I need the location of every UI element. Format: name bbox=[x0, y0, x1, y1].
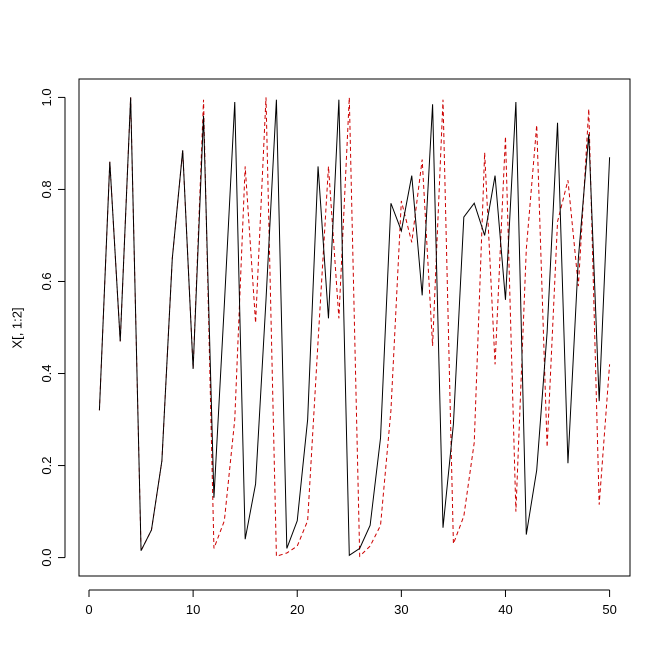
x-tick-label: 30 bbox=[394, 602, 408, 617]
x-tick-label: 10 bbox=[186, 602, 200, 617]
y-axis-label: X[, 1:2] bbox=[9, 307, 24, 348]
y-tick-label: 0.0 bbox=[39, 549, 54, 567]
y-tick-label: 0.2 bbox=[39, 457, 54, 475]
y-tick-label: 1.0 bbox=[39, 88, 54, 106]
x-tick-label: 0 bbox=[85, 602, 92, 617]
y-tick-label: 0.6 bbox=[39, 272, 54, 290]
x-tick-label: 20 bbox=[290, 602, 304, 617]
y-tick-label: 0.4 bbox=[39, 364, 54, 382]
y-tick-label: 0.8 bbox=[39, 180, 54, 198]
plot-box bbox=[78, 78, 631, 577]
x-tick-label: 40 bbox=[498, 602, 512, 617]
data-line bbox=[98, 97, 611, 557]
x-tick-label: 50 bbox=[602, 602, 616, 617]
